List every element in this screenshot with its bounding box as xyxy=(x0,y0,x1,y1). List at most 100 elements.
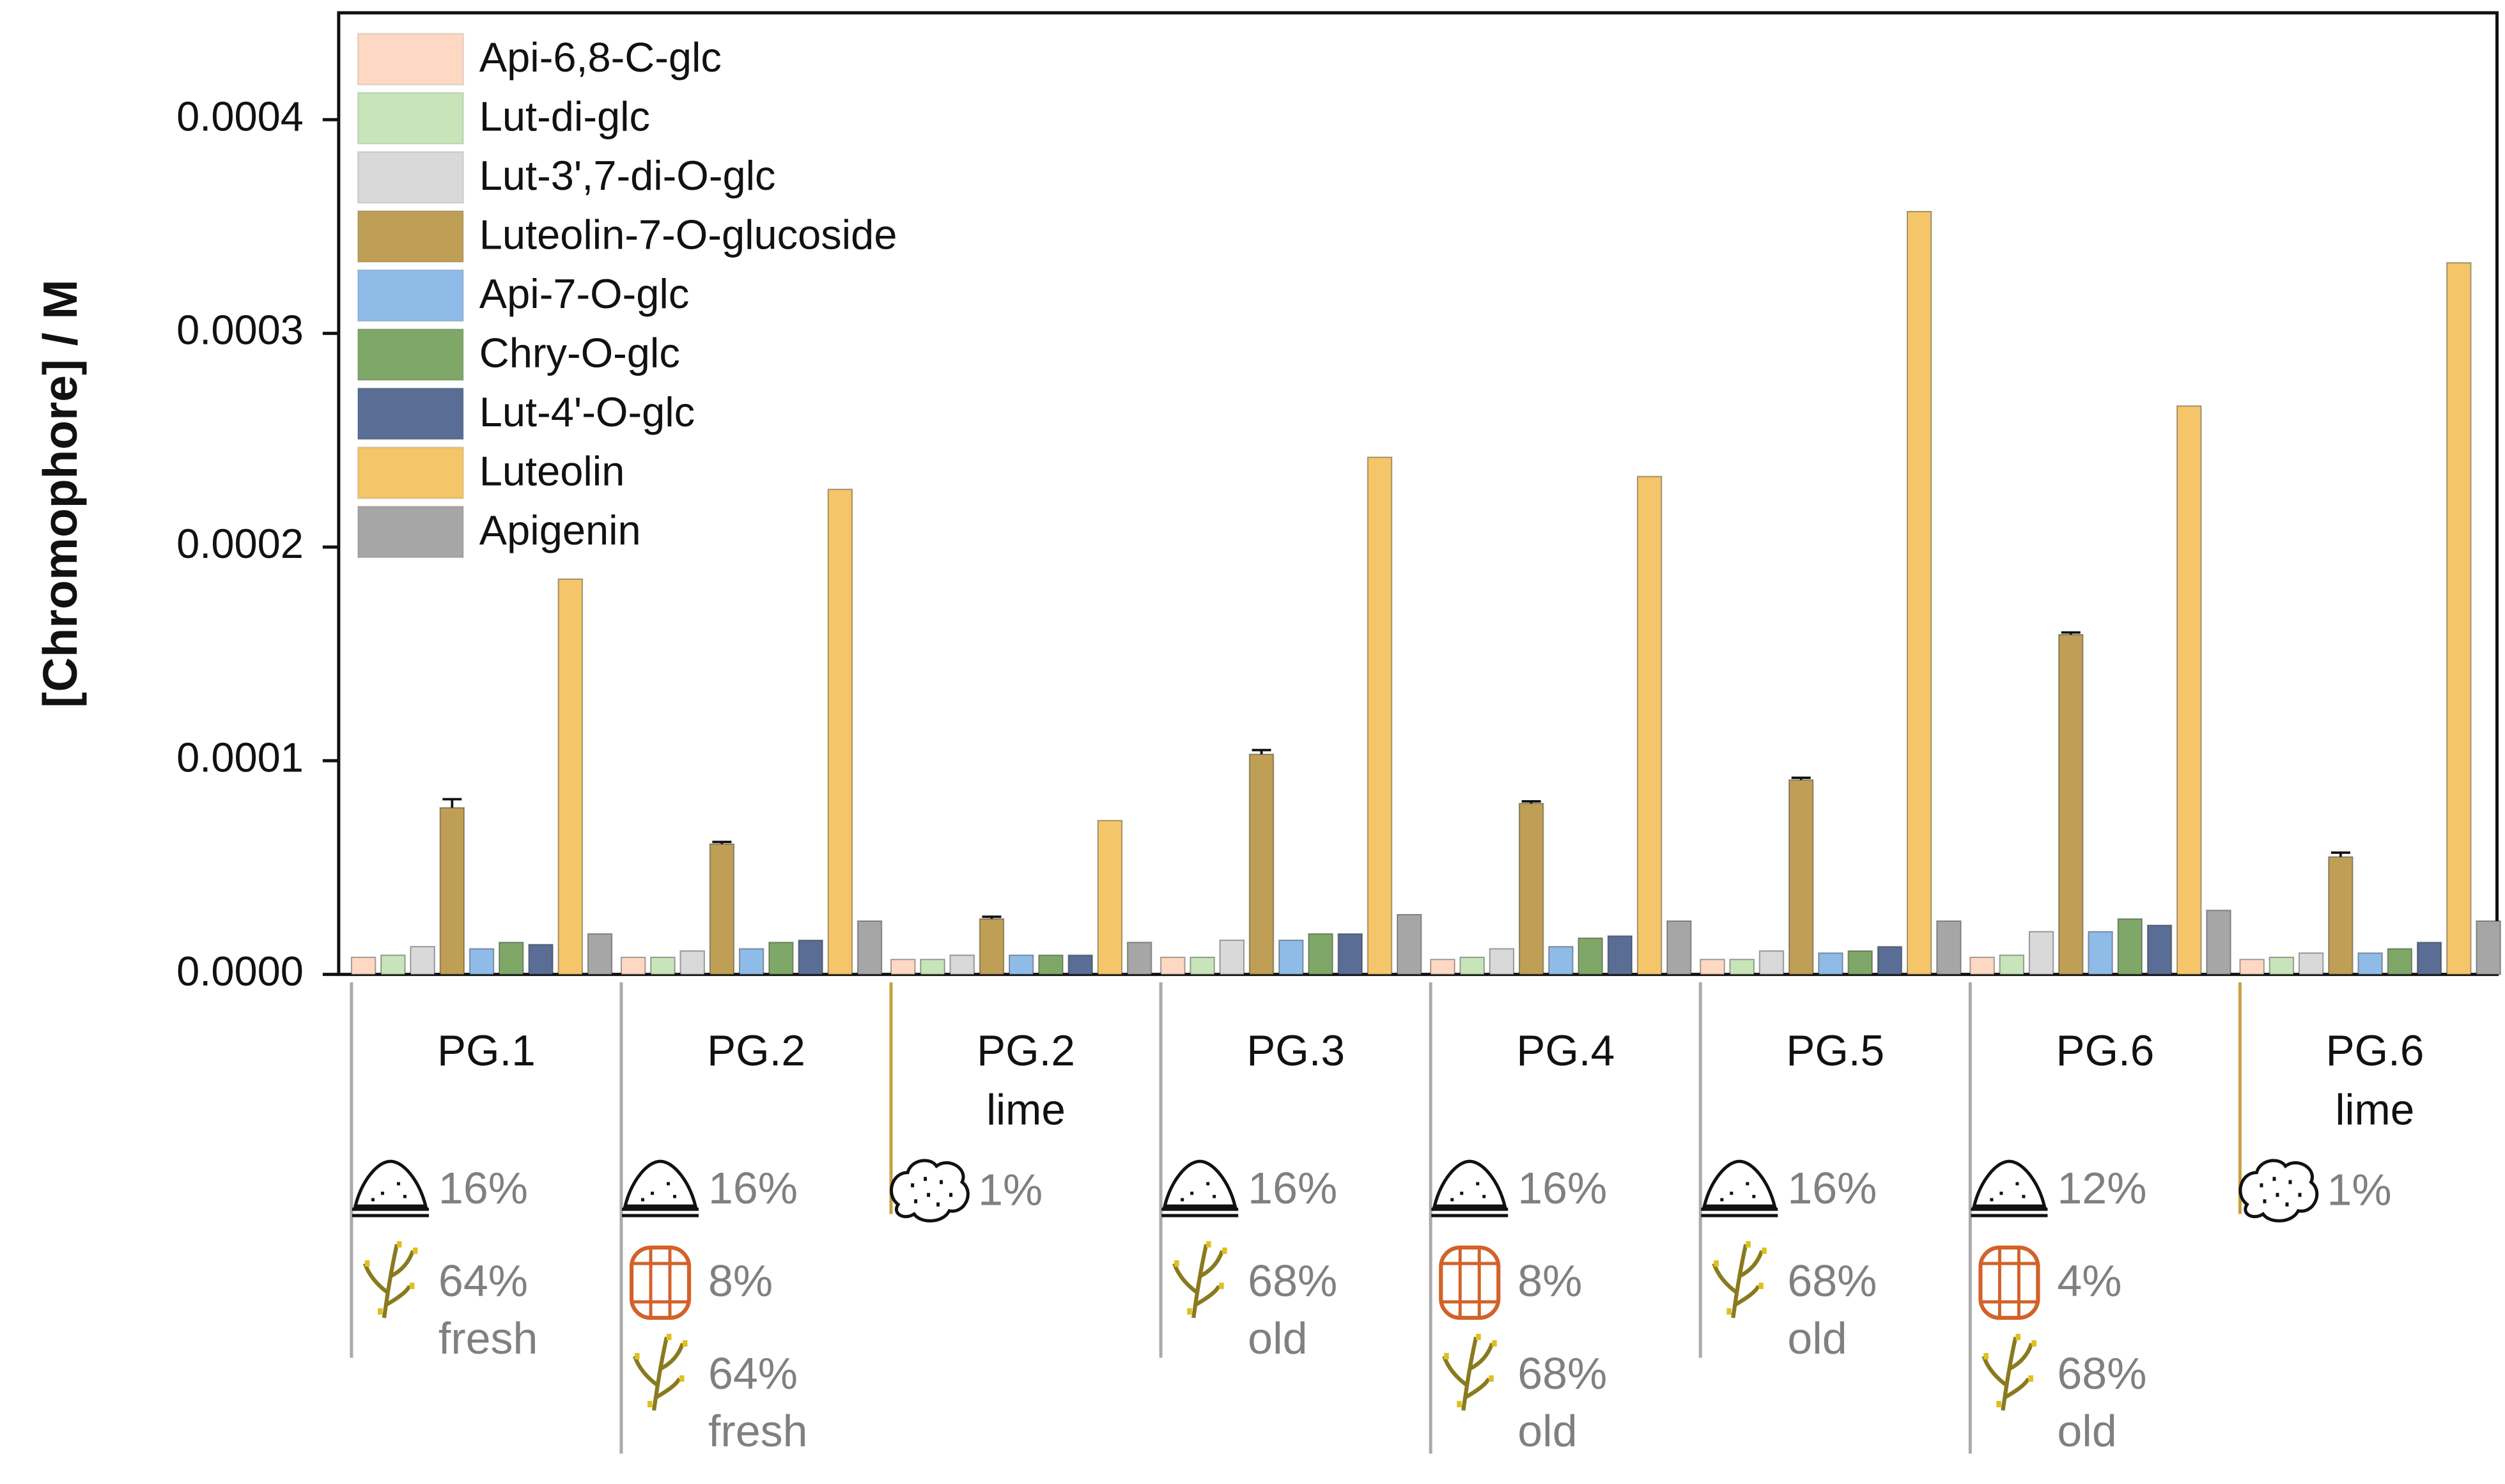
x-tick-label: PG.6 lime xyxy=(2325,1027,2424,1134)
bar xyxy=(1097,819,1123,975)
composition-percent: 1% xyxy=(2327,1165,2391,1215)
x-label-box: PG.5 xyxy=(1786,1027,1885,1076)
bar xyxy=(2088,931,2113,975)
x-tick-label: PG.5 xyxy=(1786,1027,1885,1076)
plant-stem xyxy=(1172,1244,1225,1318)
x-label-box: PG.3 xyxy=(1246,1027,1346,1076)
bar xyxy=(1636,475,1663,975)
legend-swatch xyxy=(357,91,465,145)
bar xyxy=(1397,914,1422,975)
legend-label: Luteolin xyxy=(479,448,625,495)
bar xyxy=(798,939,823,975)
bar xyxy=(709,843,735,975)
x-label-box: PG.2 xyxy=(707,1027,805,1076)
bar xyxy=(920,959,945,975)
bar xyxy=(620,956,646,975)
error-bar xyxy=(442,798,462,808)
error-bar xyxy=(2331,851,2350,857)
legend-label: Chry-O-glc xyxy=(479,330,680,376)
icon-salt xyxy=(1161,1159,1239,1217)
plant-stem xyxy=(1442,1336,1494,1411)
legend-swatch xyxy=(357,269,465,322)
bar xyxy=(1278,939,1304,975)
bar xyxy=(2416,941,2442,975)
plant-flowers xyxy=(364,1241,418,1315)
y-tick-label: 0.0002 xyxy=(176,520,304,567)
error-bar xyxy=(1791,777,1811,780)
icon-barrel xyxy=(1978,1245,2040,1320)
bar xyxy=(2176,405,2202,975)
bar xyxy=(979,918,1005,975)
bar xyxy=(469,948,495,975)
composition-percent: 68% xyxy=(1248,1256,1337,1306)
x-tick-label: PG.6 xyxy=(2056,1027,2155,1076)
bar xyxy=(2206,909,2231,975)
legend-label: Luteolin-7-O-glucoside xyxy=(479,212,897,258)
legend-label: Lut-3',7-di-O-glc xyxy=(479,152,776,199)
bar xyxy=(2298,952,2324,975)
x-tick-label: PG.2 xyxy=(707,1027,805,1076)
composition-label: old xyxy=(2057,1406,2116,1456)
lime-dots xyxy=(2260,1177,2302,1207)
bar xyxy=(1518,803,1544,975)
bar xyxy=(1190,956,1215,975)
icon-plant xyxy=(1442,1334,1497,1411)
bar xyxy=(1578,937,1603,975)
bar xyxy=(1459,956,1485,975)
bar xyxy=(890,959,916,975)
bar xyxy=(1008,954,1034,975)
bar xyxy=(738,948,764,975)
bar xyxy=(410,946,435,975)
composition-percent: 16% xyxy=(1517,1163,1607,1213)
composition-percent: 68% xyxy=(2057,1349,2146,1398)
x-tick-label: PG.4 xyxy=(1516,1027,1615,1076)
bar xyxy=(679,950,705,975)
y-axis-label: [Chromophore] / M xyxy=(33,279,87,707)
bar xyxy=(827,488,853,975)
bar xyxy=(380,954,406,975)
bar xyxy=(587,933,613,975)
legend-swatch xyxy=(357,210,465,263)
bar xyxy=(1700,959,1725,975)
bar xyxy=(499,941,524,975)
bar xyxy=(1877,946,1903,975)
plant-flowers xyxy=(1983,1334,2036,1407)
bar xyxy=(1906,210,1932,975)
bar xyxy=(1160,956,1186,975)
composition-percent: 68% xyxy=(1517,1349,1607,1398)
icon-salt xyxy=(622,1159,699,1217)
legend-label: Lut-di-glc xyxy=(479,93,650,140)
plant-flowers xyxy=(1174,1241,1227,1315)
composition-percent: 16% xyxy=(1787,1163,1877,1213)
bar xyxy=(1219,939,1245,975)
bar xyxy=(1067,954,1093,975)
salt-dots xyxy=(641,1182,677,1202)
bar xyxy=(1430,959,1455,975)
legend-swatch xyxy=(357,387,465,440)
bar xyxy=(1818,952,1843,975)
icon-barrel xyxy=(1439,1245,1501,1320)
salt-dots xyxy=(1990,1182,2026,1202)
x-label-box: PG.4 xyxy=(1516,1027,1615,1076)
lime-cloud xyxy=(2238,1159,2319,1223)
legend-label: Lut-4'-O-glc xyxy=(479,389,695,435)
composition-percent: 16% xyxy=(438,1163,528,1213)
bar xyxy=(1337,933,1363,975)
icon-plant xyxy=(1712,1241,1767,1318)
bar xyxy=(1489,948,1515,975)
x-tick-label: PG.3 xyxy=(1246,1027,1346,1076)
icon-plant xyxy=(1172,1241,1227,1318)
salt-pile xyxy=(1971,1159,2048,1217)
legend-swatch xyxy=(357,328,465,382)
icon-lime xyxy=(890,1159,970,1223)
bar xyxy=(650,956,676,975)
error-bar xyxy=(1521,800,1541,804)
plant-flowers xyxy=(1714,1241,1767,1315)
bar xyxy=(1308,933,1333,975)
legend-label: Api-7-O-glc xyxy=(479,270,690,317)
bar xyxy=(2146,924,2173,975)
bar xyxy=(2357,952,2383,975)
salt-dots xyxy=(1181,1182,1216,1202)
legend-label: Apigenin xyxy=(479,507,641,553)
icon-barrel xyxy=(629,1245,692,1320)
